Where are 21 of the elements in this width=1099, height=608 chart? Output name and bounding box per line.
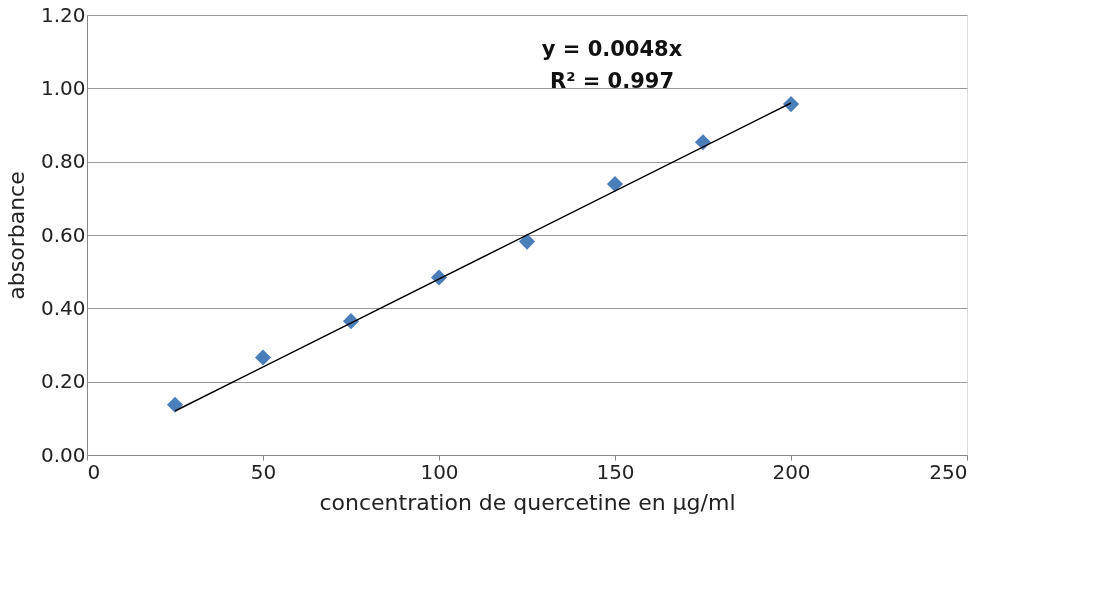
y-tick-label: 0.00 [40,442,86,467]
x-tick-label: 100 [420,459,459,484]
y-tick-label: 0.60 [40,222,86,247]
y-tick-label: 0.40 [40,295,86,320]
x-tick-label: 0 [87,459,101,484]
y-tick-label: 0.20 [40,369,86,394]
y-tick-label: 0.80 [40,149,86,174]
x-tick-label: 50 [250,459,277,484]
point [518,233,536,250]
x-tick-label: 250 [929,459,968,484]
point [254,349,272,366]
x-tick-label: 150 [596,459,635,484]
annotation: y = 0.0048x [541,37,683,61]
annotation: R² = 0.997 [549,69,675,93]
point [166,396,184,413]
point [606,175,624,193]
x-tick-label: 200 [772,459,811,484]
y-tick-label: 1.20 [40,2,86,27]
y-tick-label: 1.00 [40,75,86,100]
y-axis-title: absorbance [3,171,29,300]
x-axis-title: concentration de quercetine en µg/ml [319,489,736,515]
